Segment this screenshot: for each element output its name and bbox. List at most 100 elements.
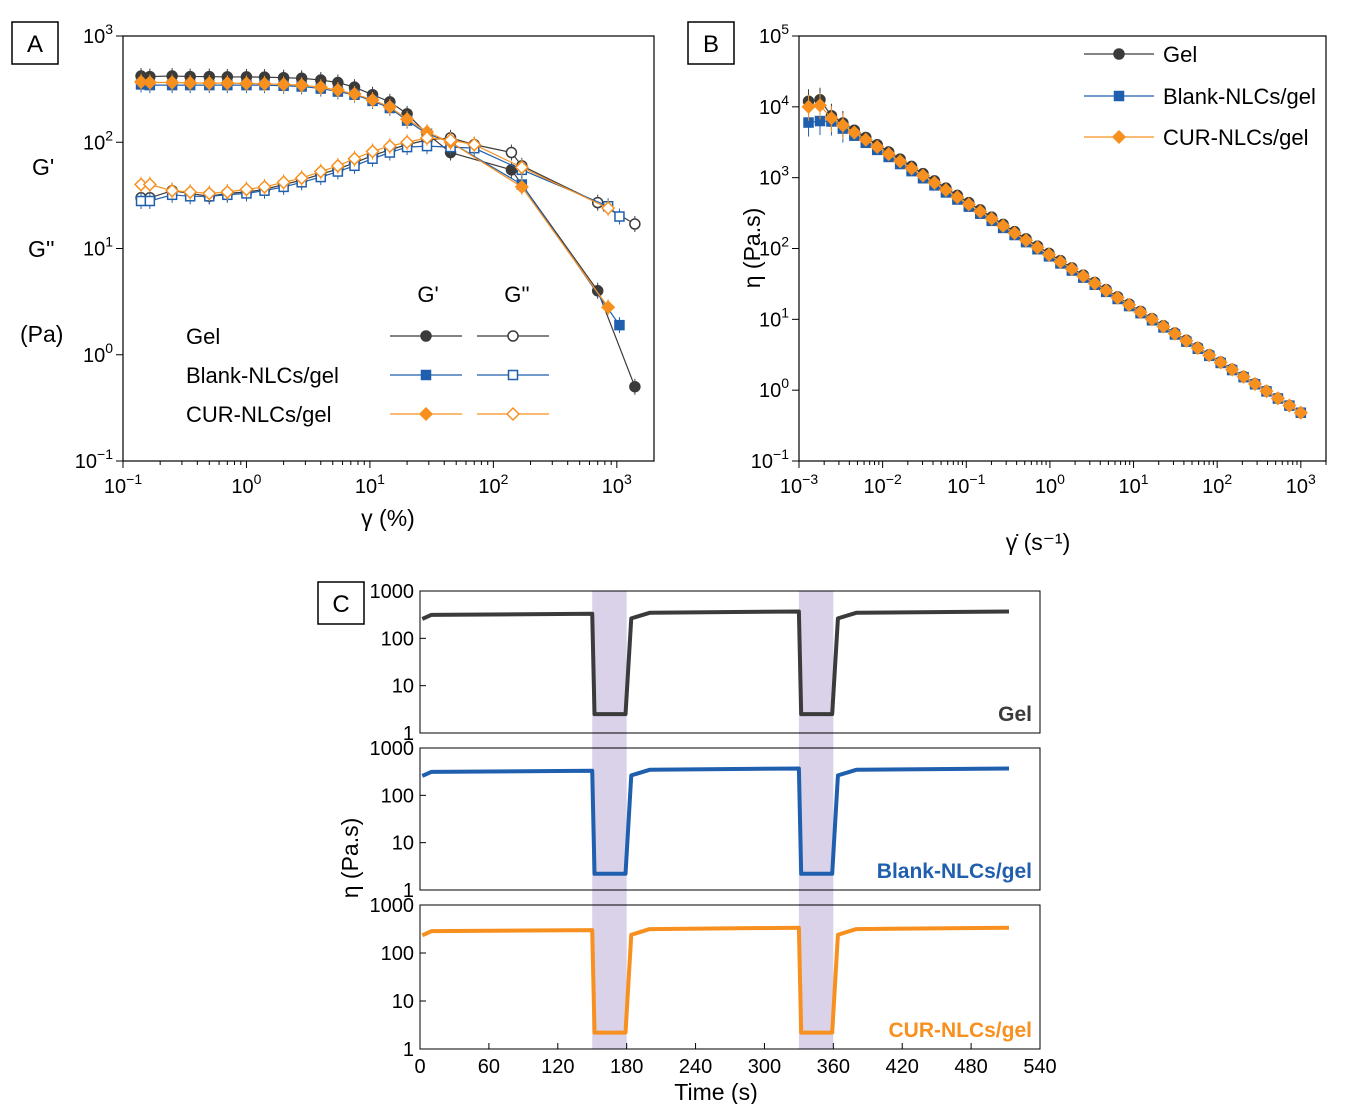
data-point	[144, 195, 156, 207]
panel-b-y-tick-label: 104	[759, 92, 789, 119]
panel-c-y-tick-label: 1	[403, 880, 414, 902]
panel-c-x-tick-label: 300	[748, 1056, 781, 1078]
panel-c-x-tick-label: 120	[541, 1056, 574, 1078]
legend-a-marker	[418, 406, 434, 422]
data-point	[835, 118, 850, 133]
data-point	[365, 92, 380, 108]
data-point	[950, 190, 965, 205]
data-point	[142, 177, 157, 192]
legend-b-marker	[1111, 129, 1127, 145]
data-point	[505, 146, 518, 159]
legend-b-marker	[1113, 90, 1125, 102]
legend-b-label: CUR-NLCs/gel	[1163, 125, 1308, 150]
data-point	[870, 139, 885, 154]
data-point	[1236, 369, 1251, 384]
legend-a-label: Gel	[186, 324, 220, 349]
data-point	[276, 175, 291, 190]
panel-b-ylabel: η (Pa.s)	[739, 208, 765, 289]
data-point	[1030, 240, 1045, 255]
data-point	[1007, 226, 1022, 241]
data-point	[1064, 261, 1079, 277]
data-point	[601, 300, 616, 315]
panel-b-y-tick-label: 105	[759, 21, 789, 48]
data-point	[1282, 398, 1297, 413]
data-point	[257, 76, 272, 91]
data-point	[239, 182, 254, 197]
panel-c-y-tick-label: 100	[381, 943, 414, 965]
data-point	[330, 82, 345, 98]
panel-c-series-label: Blank-NLCs/gel	[877, 860, 1032, 883]
data-point	[1053, 254, 1068, 269]
panel-c-x-tick-label: 0	[414, 1056, 425, 1078]
panel-c-subframe	[419, 904, 1041, 1050]
data-point	[294, 78, 309, 93]
data-point	[347, 86, 362, 101]
data-point	[858, 132, 873, 147]
data-point	[1247, 376, 1263, 392]
data-point	[1213, 355, 1228, 370]
data-point	[915, 168, 931, 183]
legend-a-label: CUR-NLCs/gel	[186, 402, 331, 427]
data-point	[313, 80, 328, 95]
data-point	[904, 161, 919, 176]
panel-b-x-tick-label: 10−1	[947, 471, 985, 498]
legend-a-label: Blank-NLCs/gel	[186, 363, 339, 388]
panel-a-x-tick-label: 103	[602, 471, 632, 498]
legend-a-marker	[420, 330, 432, 342]
panel-b-y-tick-label: 103	[759, 163, 789, 190]
data-point	[938, 182, 953, 198]
data-point	[276, 77, 291, 92]
panel-c-y-tick-label: 10	[392, 833, 414, 855]
data-point	[1099, 283, 1114, 298]
panel-c-y-tick-label: 1	[403, 1039, 414, 1061]
data-point	[1190, 341, 1205, 356]
viscosity-curve	[421, 766, 1010, 876]
data-point	[202, 186, 217, 201]
data-point	[514, 179, 529, 194]
data-point	[629, 218, 641, 230]
data-point	[382, 99, 397, 114]
panel-c-xlabel: Time (s)	[674, 1079, 757, 1104]
panel-a-y-tick-label: 102	[83, 127, 113, 154]
data-point	[1156, 319, 1171, 334]
data-point	[996, 218, 1011, 233]
panel-c-x-tick-label: 420	[886, 1056, 919, 1078]
data-point	[400, 112, 415, 127]
data-point	[142, 75, 157, 90]
data-point	[1225, 362, 1240, 377]
data-point	[629, 380, 641, 393]
panel-a-letter: A	[27, 31, 43, 58]
panel-a-letter-box	[11, 21, 59, 65]
panel-c-y-tick-label: 1000	[370, 895, 415, 917]
data-point	[893, 154, 908, 169]
shear-band	[798, 591, 834, 1049]
legend-a-header-g-double: G''	[504, 282, 530, 307]
panel-c-series-label: Gel	[998, 703, 1032, 726]
data-point	[973, 204, 988, 219]
panel-c-x-tick-label: 180	[610, 1056, 643, 1078]
panel-c-y-tick-label: 1000	[370, 738, 415, 760]
legend-a-header-g-prime: G'	[417, 282, 438, 307]
legend-a-marker	[420, 369, 432, 381]
data-point	[347, 151, 362, 166]
panel-c-x-tick-label: 360	[817, 1056, 850, 1078]
data-point	[1202, 348, 1217, 363]
legend-a-marker	[507, 330, 519, 342]
viscosity-curve	[421, 609, 1010, 717]
panel-b-y-tick-label: 100	[759, 375, 789, 402]
panel-c-ylabel: η (Pa.s)	[337, 818, 363, 899]
panel-c-y-tick-label: 1	[403, 723, 414, 745]
panel-a-ylabel-g-double: G''	[28, 236, 55, 262]
data-point	[183, 75, 198, 90]
data-point	[365, 144, 380, 159]
data-point	[443, 132, 458, 148]
panel-a-y-tick-label: 10−1	[75, 446, 113, 473]
panel-b-x-tick-label: 101	[1119, 471, 1149, 498]
data-point	[812, 98, 828, 113]
series-line	[140, 83, 620, 326]
panel-a-y-tick-label: 101	[83, 234, 113, 261]
panel-b-x-tick-label: 10−3	[780, 471, 818, 498]
data-point	[135, 195, 147, 207]
panel-c-series-label: CUR-NLCs/gel	[888, 1019, 1032, 1042]
